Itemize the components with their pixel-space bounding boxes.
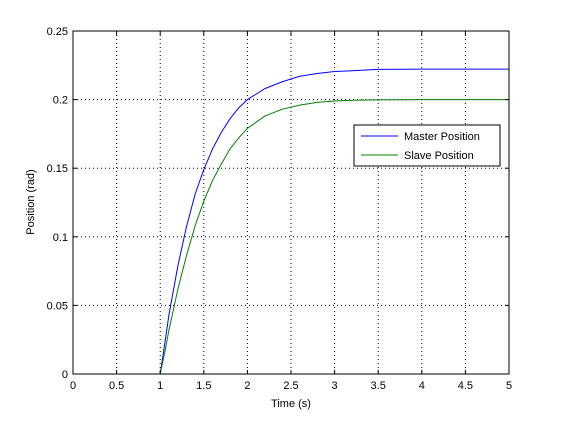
grid — [73, 31, 509, 374]
x-tick-label: 1 — [157, 380, 163, 392]
x-tick-label: 3 — [332, 380, 338, 392]
x-tick-label: 3.5 — [371, 380, 386, 392]
axes-box — [72, 30, 510, 375]
y-tick-label: 0.05 — [47, 300, 68, 312]
y-tick-label: 0.25 — [47, 26, 68, 38]
x-tick-label: 1.5 — [196, 380, 211, 392]
x-axis-label: Time (s) — [271, 398, 311, 410]
x-tick-label: 0 — [70, 380, 76, 392]
y-tick-label: 0.1 — [53, 232, 68, 244]
ticks: 0 0.5 1 1.5 2 2.5 3 3.5 4 4.5 5 0 0.05 0.1 0.15 0.2 0.25 — [47, 26, 512, 392]
y-axis-label: Position (rad) — [25, 169, 37, 234]
x-tick-label: 2.5 — [283, 380, 298, 392]
y-tick-label: 0.2 — [53, 95, 68, 107]
x-tick-label: 2 — [244, 380, 250, 392]
y-tick-label: 0 — [62, 369, 68, 381]
series-layer — [159, 68, 509, 375]
x-tick-label: 4 — [419, 380, 425, 392]
x-tick-label: 4.5 — [458, 380, 473, 392]
legend-label-master-position: Master Position — [404, 131, 480, 143]
x-tick-label: 0.5 — [109, 380, 124, 392]
legend-box — [353, 124, 501, 167]
series-line-master-position — [159, 68, 509, 375]
y-tick-label: 0.15 — [47, 163, 68, 175]
legend-label-slave-position: Slave Position — [404, 150, 474, 162]
legend: Master Position Slave Position — [353, 124, 501, 167]
x-tick-label: 5 — [506, 380, 512, 392]
series-line-slave-position — [159, 99, 509, 375]
